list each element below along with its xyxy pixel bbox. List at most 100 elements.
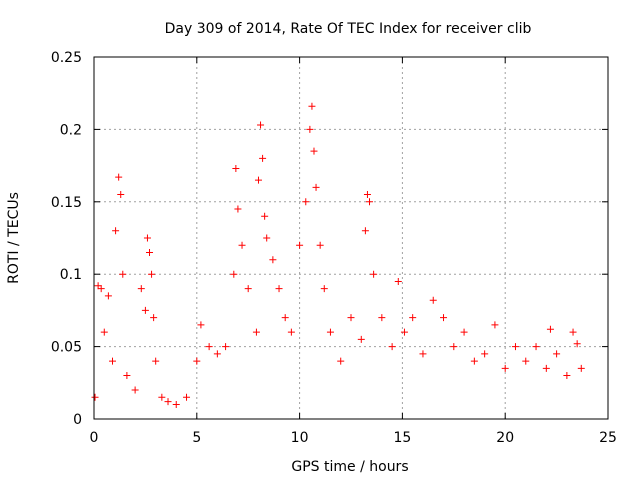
data-point: [481, 350, 489, 358]
data-point: [238, 241, 246, 249]
data-point: [112, 227, 120, 235]
data-point: [244, 285, 252, 293]
data-point: [141, 306, 149, 314]
data-point: [152, 357, 160, 365]
data-point: [320, 285, 328, 293]
data-point: [440, 314, 448, 322]
data-point: [117, 191, 125, 199]
data-point: [257, 121, 265, 129]
data-point: [316, 241, 324, 249]
data-point: [143, 234, 151, 242]
data-point: [275, 285, 283, 293]
grid-lines: [94, 57, 608, 419]
x-tick-label: 5: [192, 430, 201, 446]
data-point: [312, 183, 320, 191]
data-point: [269, 256, 277, 264]
data-point: [347, 314, 355, 322]
data-point: [254, 176, 262, 184]
data-points: [91, 102, 585, 409]
data-point: [460, 328, 468, 336]
data-point: [193, 357, 201, 365]
data-point: [306, 125, 314, 133]
data-point: [302, 198, 310, 206]
data-point: [183, 393, 191, 401]
data-point: [542, 364, 550, 372]
data-point: [263, 234, 271, 242]
data-point: [205, 343, 213, 351]
data-point: [164, 398, 172, 406]
data-point: [308, 102, 316, 110]
data-point: [100, 328, 108, 336]
chart-title: Day 309 of 2014, Rate Of TEC Index for r…: [165, 21, 532, 37]
data-point: [296, 241, 304, 249]
data-point: [197, 321, 205, 329]
x-tick-label: 25: [599, 430, 617, 446]
data-point: [491, 321, 499, 329]
data-point: [563, 372, 571, 380]
data-point: [104, 292, 112, 300]
data-point: [287, 328, 295, 336]
data-point: [131, 386, 139, 394]
data-point: [363, 191, 371, 199]
x-tick-label: 10: [291, 430, 309, 446]
y-tick-label: 0.2: [60, 122, 82, 138]
data-point: [522, 357, 530, 365]
data-point: [370, 270, 378, 278]
y-tick-label: 0.05: [51, 340, 82, 356]
data-point: [234, 205, 242, 213]
y-tick-label: 0.1: [60, 267, 82, 283]
data-point: [501, 364, 509, 372]
data-point: [222, 343, 230, 351]
data-point: [281, 314, 289, 322]
data-point: [94, 282, 102, 290]
data-point: [148, 270, 156, 278]
axis-ticks: 0 5 10 15 20 25 0 0.05 0.1 0.15 0.2 0.25: [51, 50, 617, 446]
data-point: [419, 350, 427, 358]
data-point: [150, 314, 158, 322]
data-point: [326, 328, 334, 336]
data-point: [546, 325, 554, 333]
data-point: [378, 314, 386, 322]
data-point: [232, 164, 240, 172]
x-axis-label: GPS time / hours: [291, 459, 408, 475]
data-point: [109, 357, 117, 365]
data-point: [252, 328, 260, 336]
x-tick-label: 20: [496, 430, 514, 446]
data-point: [470, 357, 478, 365]
data-point: [97, 285, 105, 293]
data-point: [172, 401, 180, 409]
data-point: [230, 270, 238, 278]
x-tick-label: 15: [393, 430, 411, 446]
y-tick-label: 0: [73, 412, 82, 428]
data-point: [146, 248, 154, 256]
data-point: [91, 393, 99, 401]
data-point: [123, 372, 131, 380]
data-point: [394, 277, 402, 285]
data-point: [400, 328, 408, 336]
data-point: [573, 340, 581, 348]
data-point: [577, 364, 585, 372]
data-point: [213, 350, 221, 358]
data-point: [532, 343, 540, 351]
data-point: [388, 343, 396, 351]
data-point: [366, 198, 374, 206]
plot-frame: [93, 56, 609, 420]
data-point: [450, 343, 458, 351]
data-point: [261, 212, 269, 220]
data-point: [337, 357, 345, 365]
x-tick-label: 0: [90, 430, 99, 446]
data-point: [259, 154, 267, 162]
data-point: [115, 173, 123, 181]
data-point: [310, 147, 318, 155]
data-point: [553, 350, 561, 358]
data-point: [158, 393, 166, 401]
data-point: [409, 314, 417, 322]
data-point: [137, 285, 145, 293]
data-point: [511, 343, 519, 351]
data-point: [569, 328, 577, 336]
y-axis-label: ROTI / TECUs: [6, 192, 22, 284]
data-point: [429, 296, 437, 304]
data-point: [357, 335, 365, 343]
